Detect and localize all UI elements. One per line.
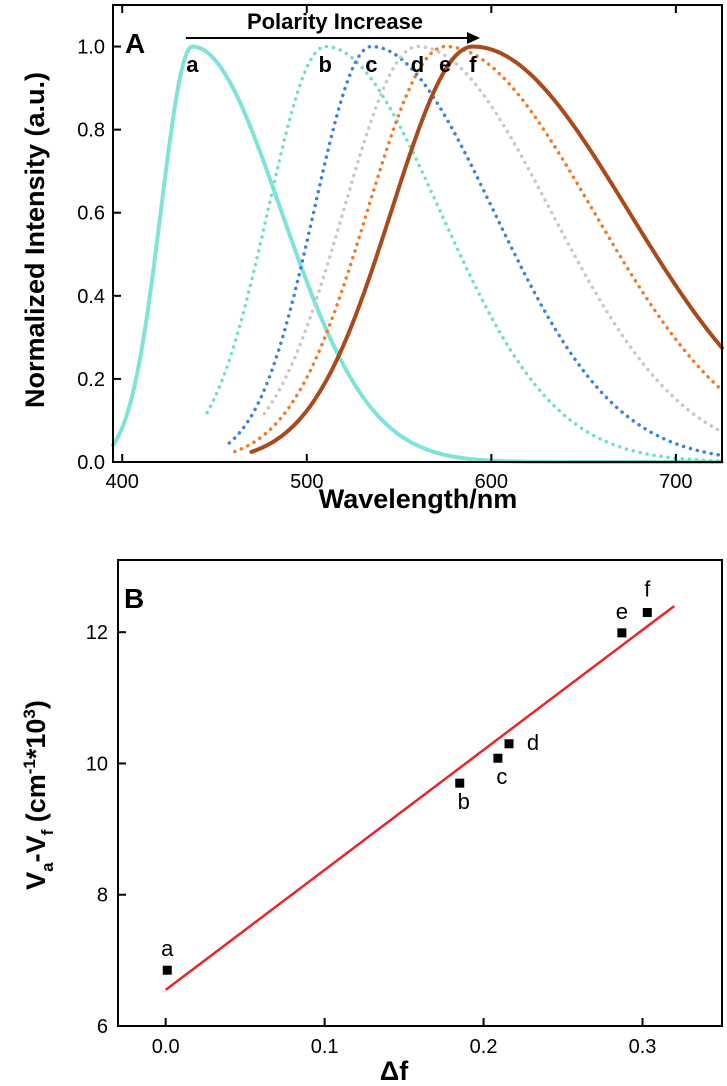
x-tick-label: 0.2 xyxy=(470,1036,498,1058)
series-c-line xyxy=(227,44,724,458)
spectra-curves xyxy=(111,44,724,464)
x-tick-label: 500 xyxy=(290,471,323,493)
curve-label-c: c xyxy=(365,52,377,77)
panel-b: a b cd ef 0.0 0.1 0.2 0.3 6 8 10 12 B Δf Va-Vf (cm… xyxy=(20,559,723,1086)
y-tick-label: 8 xyxy=(97,885,108,907)
data-point-d xyxy=(504,739,514,749)
linear-fit-line xyxy=(164,604,676,991)
curve-label-b: b xyxy=(319,52,332,77)
polarity-annotation: Polarity Increase xyxy=(247,9,423,34)
curve-label-a: a xyxy=(186,52,199,77)
curve-label-e: e xyxy=(439,52,451,77)
data-point-e xyxy=(617,628,627,638)
panel-a-letter: A xyxy=(125,28,145,59)
series-d-line xyxy=(262,44,724,434)
y-tick-label: 0.0 xyxy=(77,452,105,474)
point-label-d: d xyxy=(527,730,539,755)
data-point-a xyxy=(162,965,172,975)
y-tick-label: 1.0 xyxy=(77,37,105,59)
series-f-line xyxy=(249,44,724,454)
point-label-c: c xyxy=(496,764,507,789)
x-tick-label: 0.1 xyxy=(311,1036,339,1058)
point-label-f: f xyxy=(644,577,651,602)
y-tick-label: 6 xyxy=(97,1016,108,1038)
panel-a-ticks: 400 500 600 700 0.0 0.2 0.4 0.6 0.8 1.0 xyxy=(77,5,693,493)
x-tick-label: 600 xyxy=(475,471,508,493)
x-tick-label: 700 xyxy=(659,471,692,493)
y-tick-label: 0.2 xyxy=(77,369,105,391)
curve-label-f: f xyxy=(469,52,477,77)
y-tick-label: 0.4 xyxy=(77,286,105,308)
panel-b-ticks: 0.0 0.1 0.2 0.3 6 8 10 12 xyxy=(86,622,657,1058)
x-tick-label: 400 xyxy=(106,471,139,493)
data-point-f xyxy=(642,608,652,618)
y-tick-label: 0.8 xyxy=(77,120,105,142)
y-tick-label: 10 xyxy=(86,753,108,775)
panel-b-xlabel: Δf xyxy=(380,1056,409,1086)
y-tick-label: 0.6 xyxy=(77,203,105,225)
scatter-points: a b cd ef xyxy=(161,577,652,975)
polarity-arrow-head xyxy=(467,32,480,44)
panel-a-frame xyxy=(112,4,723,463)
point-label-a: a xyxy=(161,936,174,961)
data-point-c xyxy=(493,753,503,763)
panel-a-ylabel: Normalized Intensity (a.u.) xyxy=(20,72,50,408)
panel-a-xlabel: Wavelength/nm xyxy=(319,484,518,514)
series-a-line xyxy=(111,44,724,464)
x-tick-label: 0.0 xyxy=(152,1036,180,1058)
panel-b-letter: B xyxy=(124,583,144,614)
curve-label-d: d xyxy=(411,52,424,77)
panel-b-frame xyxy=(117,559,723,1027)
point-label-b: b xyxy=(458,789,470,814)
series-e-line xyxy=(233,44,724,454)
data-point-b xyxy=(455,778,465,788)
panel-b-ylabel: Va-Vf (cm-1*103) xyxy=(20,700,57,890)
y-tick-label: 12 xyxy=(86,622,108,644)
panel-a: 400 500 600 700 0.0 0.2 0.4 0.6 0.8 1.0 A Polarit… xyxy=(20,4,724,514)
point-label-e: e xyxy=(616,599,628,624)
series-b-line xyxy=(205,44,724,463)
x-tick-label: 0.3 xyxy=(629,1036,657,1058)
